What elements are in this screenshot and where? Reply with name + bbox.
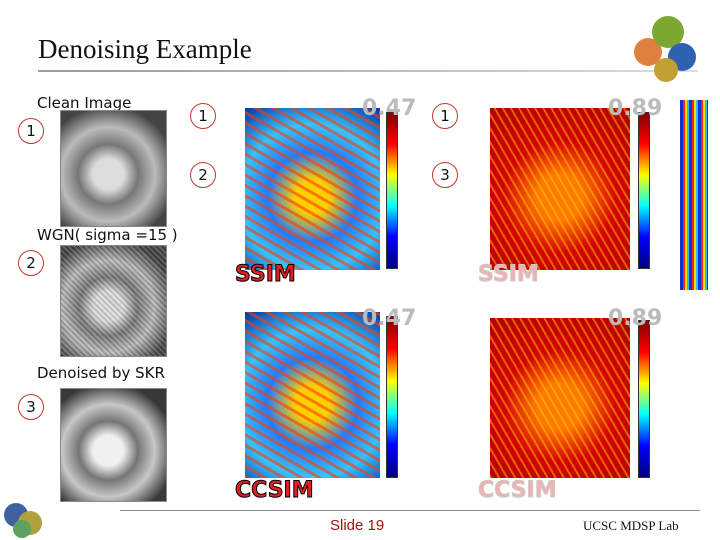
image-caption: WGN( sigma =15 ) — [37, 226, 178, 244]
image-badge: 3 — [18, 394, 44, 420]
pair-badge: 2 — [190, 162, 216, 188]
colorbar — [638, 112, 650, 269]
denoised-image — [60, 388, 167, 502]
score: 0.47 — [362, 306, 417, 331]
image-badge: 2 — [18, 250, 44, 276]
image-caption: Clean Image — [37, 94, 132, 112]
score: 0.47 — [362, 96, 417, 121]
colorbar — [638, 320, 650, 478]
noisy-image — [60, 245, 167, 357]
corner-logo — [4, 503, 42, 538]
map-label: SSIM — [235, 262, 297, 288]
ccsim-map — [245, 312, 380, 478]
map-label: CCSIM — [478, 478, 558, 504]
ssim-map — [490, 108, 630, 270]
footer-rule — [120, 510, 700, 511]
clean-image — [60, 110, 167, 227]
logo — [634, 16, 696, 82]
pair-badge: 1 — [190, 103, 216, 129]
side-strip — [680, 100, 708, 290]
image-caption: Denoised by SKR — [37, 364, 165, 382]
pair-badge: 1 — [432, 103, 458, 129]
ssim-map — [245, 108, 380, 270]
lab-name: UCSC MDSP Lab — [583, 518, 679, 533]
colorbar — [386, 316, 398, 478]
image-badge: 1 — [18, 118, 44, 144]
pair-badge: 3 — [432, 162, 458, 188]
slide-number: Slide 19 — [330, 517, 385, 534]
map-label: CCSIM — [235, 478, 315, 504]
title-rule — [38, 70, 698, 72]
slide-title: Denoising Example — [38, 34, 252, 64]
ccsim-map — [490, 318, 630, 478]
colorbar — [386, 112, 398, 269]
map-label: SSIM — [478, 262, 540, 288]
score: 0.89 — [608, 306, 663, 331]
score: 0.89 — [608, 96, 663, 121]
